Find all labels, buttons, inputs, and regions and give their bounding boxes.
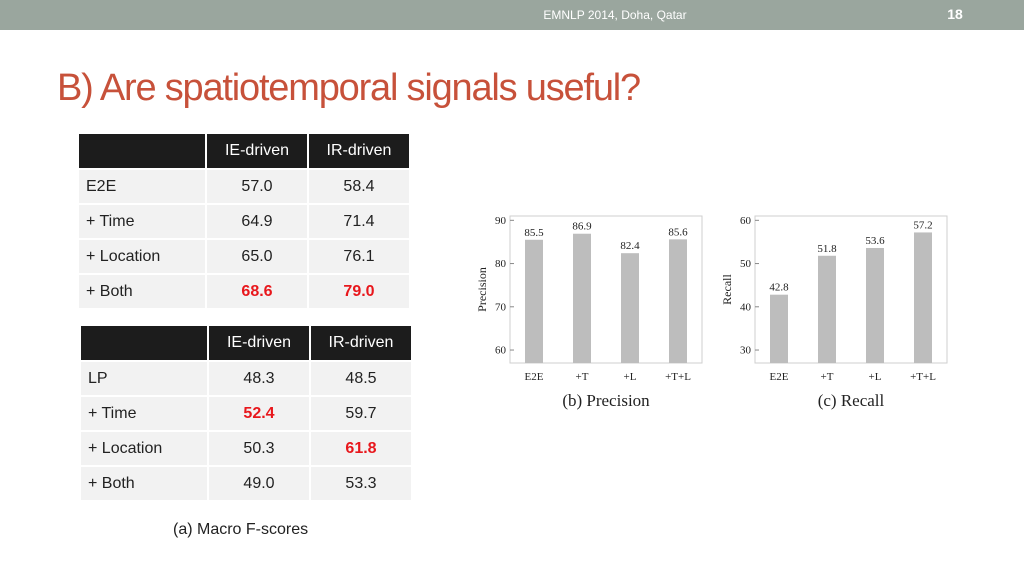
recall-plot-frame [754,215,948,364]
precision-caption: (b) Precision [562,391,650,410]
precision-ytick-label: 80 [495,258,507,270]
precision-category-label: +L [624,371,637,383]
precision-value-label: 85.5 [524,227,544,239]
ir-value: 53.3 [311,467,411,502]
ir-value: 71.4 [309,205,409,240]
page-number: 18 [947,6,963,22]
table-row: + Time 64.9 71.4 [79,205,409,240]
precision-bar [573,233,591,363]
recall-bar-chart: 30 40 50 60 42.8 E2E 51.8 +T 53.6 +L 57.2 +T+L Recal… [720,215,948,410]
table-header-ir: IR-driven [309,134,409,168]
ie-value: 64.9 [207,205,307,240]
table-row: + Time 52.4 59.7 [81,397,411,432]
recall-ytick-label: 50 [740,258,752,270]
precision-bar-chart: 60 70 80 90 85.5 E2E 86.9 +T 82.4 +L 85.6 +T+L Preci… [475,215,703,410]
row-label: LP [81,362,207,397]
table-row: + Location 50.3 61.8 [81,432,411,467]
table-header-blank [81,326,207,360]
ie-value: 57.0 [207,170,307,205]
recall-bar [866,247,884,363]
recall-bar [818,255,836,363]
row-label: + Time [79,205,205,240]
recall-bar [914,232,932,363]
precision-bar [669,239,687,363]
recall-ytick-label: 60 [740,215,752,227]
row-label: + Both [81,467,207,502]
ir-value: 48.5 [311,362,411,397]
precision-value-label: 82.4 [620,240,640,252]
row-label: E2E [79,170,205,205]
ir-value: 59.7 [311,397,411,432]
recall-value-label: 57.2 [913,219,932,231]
recall-ylabel: Recall [720,274,734,305]
recall-category-label: E2E [770,371,789,383]
precision-ytick-label: 70 [495,301,507,313]
ie-value-best: 68.6 [207,275,307,310]
ie-value: 49.0 [209,467,309,502]
recall-ytick-label: 40 [740,301,752,313]
ir-value: 58.4 [309,170,409,205]
tables-caption: (a) Macro F-scores [173,521,309,538]
precision-value-label: 85.6 [668,226,688,238]
recall-value-label: 42.8 [769,282,789,294]
recall-bar [770,294,788,363]
precision-category-label: E2E [525,371,544,383]
table-row: + Both 49.0 53.3 [81,467,411,502]
row-label: + Time [81,397,207,432]
ie-value-best: 52.4 [209,397,309,432]
recall-value-label: 53.6 [865,235,885,247]
table-header-ir: IR-driven [311,326,411,360]
precision-bar [525,239,543,363]
row-label: + Location [81,432,207,467]
recall-caption: (c) Recall [818,391,885,410]
table-row: + Both 68.6 79.0 [79,275,409,310]
conference-label: EMNLP 2014, Doha, Qatar [543,8,687,22]
table-row: + Location 65.0 76.1 [79,240,409,275]
precision-category-label: +T [576,371,589,383]
row-label: + Both [79,275,205,310]
ir-value-best: 79.0 [309,275,409,310]
ie-value: 48.3 [209,362,309,397]
table-header-ie: IE-driven [207,134,307,168]
recall-ytick-label: 30 [740,345,752,357]
slide-title: B) Are spatiotemporal signals useful? [57,67,641,109]
ie-value: 65.0 [207,240,307,275]
table-row: LP 48.3 48.5 [81,362,411,397]
ir-value: 76.1 [309,240,409,275]
table-header-ie: IE-driven [209,326,309,360]
precision-plot-frame [509,215,703,364]
precision-value-label: 86.9 [572,221,592,233]
table-row: E2E 57.0 58.4 [79,170,409,205]
recall-category-label: +T+L [910,371,936,383]
precision-ytick-label: 90 [495,215,507,227]
macro-f-table-ed: IE-driven IR-driven E2E 57.0 58.4 + Time… [77,134,411,310]
recall-category-label: +T [821,371,834,383]
top-bar: EMNLP 2014, Doha, Qatar 18 [0,0,1024,30]
recall-category-label: +L [869,371,882,383]
row-label: + Location [79,240,205,275]
macro-f-table-lp: IE-driven IR-driven LP 48.3 48.5 + Time … [79,326,413,502]
recall-value-label: 51.8 [817,243,837,255]
precision-bar [621,253,639,363]
ie-value: 50.3 [209,432,309,467]
precision-ytick-label: 60 [495,345,507,357]
table-header-blank [79,134,205,168]
precision-ylabel: Precision [475,267,489,312]
ir-value-best: 61.8 [311,432,411,467]
precision-category-label: +T+L [665,371,691,383]
